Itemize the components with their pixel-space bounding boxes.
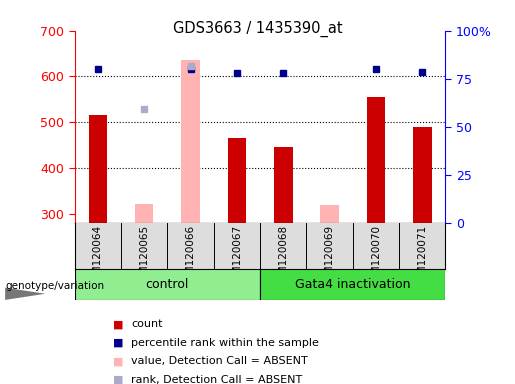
Bar xyxy=(260,269,445,300)
Text: control: control xyxy=(146,278,189,291)
Text: GSM120064: GSM120064 xyxy=(93,225,103,288)
Text: GSM120069: GSM120069 xyxy=(324,225,335,288)
Text: ■: ■ xyxy=(113,338,124,348)
Bar xyxy=(75,269,260,300)
Text: rank, Detection Call = ABSENT: rank, Detection Call = ABSENT xyxy=(131,375,303,384)
Text: GSM120066: GSM120066 xyxy=(185,225,196,288)
Bar xyxy=(135,204,153,223)
Bar xyxy=(413,127,432,223)
Text: percentile rank within the sample: percentile rank within the sample xyxy=(131,338,319,348)
Polygon shape xyxy=(5,288,45,300)
Text: GSM120065: GSM120065 xyxy=(139,225,149,288)
Text: ■: ■ xyxy=(113,319,124,329)
Text: ■: ■ xyxy=(113,375,124,384)
Text: genotype/variation: genotype/variation xyxy=(5,281,104,291)
Text: Gata4 inactivation: Gata4 inactivation xyxy=(295,278,410,291)
Text: GSM120070: GSM120070 xyxy=(371,225,381,288)
Bar xyxy=(228,138,246,223)
Text: GSM120071: GSM120071 xyxy=(417,225,427,288)
Bar xyxy=(89,115,107,223)
Text: GSM120068: GSM120068 xyxy=(278,225,288,288)
Text: value, Detection Call = ABSENT: value, Detection Call = ABSENT xyxy=(131,356,308,366)
Text: count: count xyxy=(131,319,163,329)
Bar xyxy=(181,60,200,223)
Text: GDS3663 / 1435390_at: GDS3663 / 1435390_at xyxy=(173,21,342,37)
Bar xyxy=(320,205,339,223)
Bar xyxy=(367,97,385,223)
Bar xyxy=(274,147,293,223)
Text: ■: ■ xyxy=(113,356,124,366)
Text: GSM120067: GSM120067 xyxy=(232,225,242,288)
